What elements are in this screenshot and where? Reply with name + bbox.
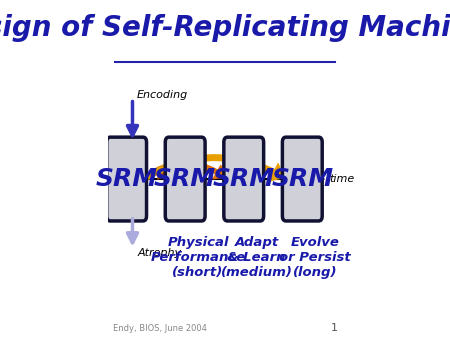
Text: Endy, BIOS, June 2004: Endy, BIOS, June 2004 [112,324,207,333]
Text: SRM: SRM [213,167,275,191]
FancyArrowPatch shape [144,155,284,181]
Text: Physical
Performance
(short): Physical Performance (short) [150,236,246,279]
Text: Atrophy: Atrophy [137,248,181,258]
Text: Evolve
or Persist
(long): Evolve or Persist (long) [279,236,351,279]
FancyArrowPatch shape [144,161,225,179]
Text: Design of Self-Replicating Machines: Design of Self-Replicating Machines [0,14,450,42]
Text: SRM: SRM [95,167,158,191]
Text: SRM: SRM [271,167,333,191]
FancyBboxPatch shape [107,137,147,221]
FancyBboxPatch shape [224,137,264,221]
FancyBboxPatch shape [283,137,322,221]
Text: 1: 1 [330,323,338,333]
FancyBboxPatch shape [165,137,205,221]
Text: time: time [329,174,355,184]
Text: SRM: SRM [154,167,216,191]
Text: Adapt
& Learn
(medium): Adapt & Learn (medium) [220,236,292,279]
FancyArrowPatch shape [144,167,167,179]
Text: Encoding: Encoding [137,90,189,100]
